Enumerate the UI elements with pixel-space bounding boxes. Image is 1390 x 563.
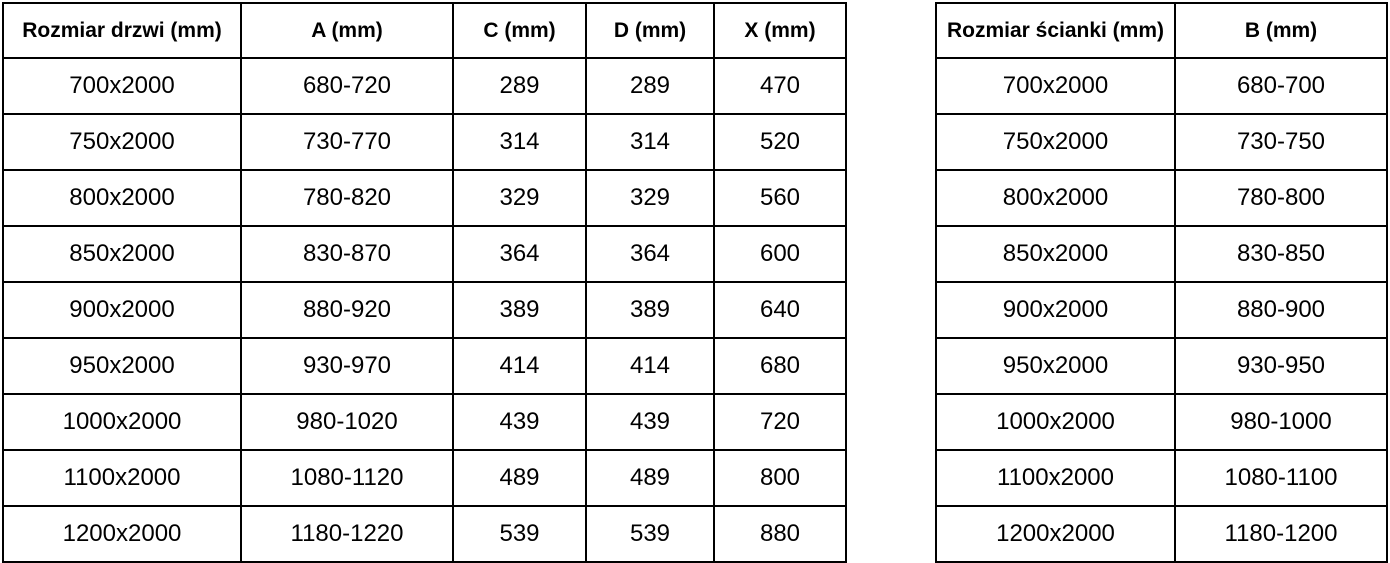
cell-d: 489 [585,449,715,507]
table-row: 900x2000 880-920 389 389 640 [2,281,847,339]
column-header-door-size: Rozmiar drzwi (mm) [2,2,242,59]
cell-door-size: 1000x2000 [2,393,242,451]
cell-c: 289 [452,57,587,115]
door-table-header: Rozmiar drzwi (mm) A (mm) C (mm) D (mm) … [2,2,847,59]
cell-door-size: 950x2000 [2,337,242,395]
cell-door-size: 1200x2000 [2,505,242,563]
cell-b: 1180-1200 [1174,505,1388,563]
cell-wall-size: 800x2000 [935,169,1176,227]
table-row: 900x2000 880-900 [935,281,1388,339]
cell-x: 800 [713,449,847,507]
table-row: 1100x2000 1080-1100 [935,449,1388,507]
wall-size-specification-table: Rozmiar ścianki (mm) B (mm) 700x2000 680… [935,2,1388,563]
cell-b: 930-950 [1174,337,1388,395]
door-table-body: 700x2000 680-720 289 289 470 750x2000 73… [2,57,847,563]
column-header-c: C (mm) [452,2,587,59]
column-header-a: A (mm) [240,2,454,59]
table-row: 1100x2000 1080-1120 489 489 800 [2,449,847,507]
cell-d: 289 [585,57,715,115]
cell-wall-size: 1000x2000 [935,393,1176,451]
table-row: 950x2000 930-970 414 414 680 [2,337,847,395]
cell-x: 880 [713,505,847,563]
cell-wall-size: 700x2000 [935,57,1176,115]
cell-a: 980-1020 [240,393,454,451]
cell-x: 470 [713,57,847,115]
cell-wall-size: 900x2000 [935,281,1176,339]
table-header-row: Rozmiar ścianki (mm) B (mm) [935,2,1388,59]
cell-a: 680-720 [240,57,454,115]
cell-wall-size: 950x2000 [935,337,1176,395]
table-row: 1200x2000 1180-1200 [935,505,1388,563]
cell-a: 730-770 [240,113,454,171]
cell-door-size: 750x2000 [2,113,242,171]
table-row: 1000x2000 980-1000 [935,393,1388,451]
cell-x: 640 [713,281,847,339]
table-row: 700x2000 680-700 [935,57,1388,115]
cell-b: 780-800 [1174,169,1388,227]
cell-a: 880-920 [240,281,454,339]
wall-table-header: Rozmiar ścianki (mm) B (mm) [935,2,1388,59]
cell-b: 730-750 [1174,113,1388,171]
table-row: 1000x2000 980-1020 439 439 720 [2,393,847,451]
cell-d: 329 [585,169,715,227]
cell-door-size: 1100x2000 [2,449,242,507]
cell-door-size: 900x2000 [2,281,242,339]
table-row: 1200x2000 1180-1220 539 539 880 [2,505,847,563]
cell-wall-size: 1100x2000 [935,449,1176,507]
cell-d: 389 [585,281,715,339]
table-row: 950x2000 930-950 [935,337,1388,395]
cell-b: 1080-1100 [1174,449,1388,507]
cell-b: 680-700 [1174,57,1388,115]
cell-x: 680 [713,337,847,395]
cell-b: 830-850 [1174,225,1388,283]
cell-wall-size: 850x2000 [935,225,1176,283]
cell-a: 930-970 [240,337,454,395]
cell-c: 389 [452,281,587,339]
wall-table-body: 700x2000 680-700 750x2000 730-750 800x20… [935,57,1388,563]
cell-b: 880-900 [1174,281,1388,339]
table-row: 800x2000 780-820 329 329 560 [2,169,847,227]
door-size-specification-table: Rozmiar drzwi (mm) A (mm) C (mm) D (mm) … [2,2,847,563]
table-header-row: Rozmiar drzwi (mm) A (mm) C (mm) D (mm) … [2,2,847,59]
cell-c: 329 [452,169,587,227]
cell-x: 520 [713,113,847,171]
table-row: 700x2000 680-720 289 289 470 [2,57,847,115]
column-header-x: X (mm) [713,2,847,59]
cell-c: 314 [452,113,587,171]
column-header-d: D (mm) [585,2,715,59]
cell-door-size: 850x2000 [2,225,242,283]
table-row: 800x2000 780-800 [935,169,1388,227]
cell-c: 489 [452,449,587,507]
table-row: 850x2000 830-850 [935,225,1388,283]
column-header-wall-size: Rozmiar ścianki (mm) [935,2,1176,59]
cell-a: 780-820 [240,169,454,227]
cell-d: 439 [585,393,715,451]
table-row: 750x2000 730-750 [935,113,1388,171]
table-row: 750x2000 730-770 314 314 520 [2,113,847,171]
cell-c: 364 [452,225,587,283]
cell-door-size: 800x2000 [2,169,242,227]
cell-d: 414 [585,337,715,395]
cell-door-size: 700x2000 [2,57,242,115]
cell-x: 560 [713,169,847,227]
cell-wall-size: 750x2000 [935,113,1176,171]
cell-c: 539 [452,505,587,563]
table-row: 850x2000 830-870 364 364 600 [2,225,847,283]
cell-c: 414 [452,337,587,395]
cell-d: 364 [585,225,715,283]
column-header-b: B (mm) [1174,2,1388,59]
cell-x: 720 [713,393,847,451]
cell-a: 1080-1120 [240,449,454,507]
cell-b: 980-1000 [1174,393,1388,451]
cell-c: 439 [452,393,587,451]
cell-d: 314 [585,113,715,171]
cell-wall-size: 1200x2000 [935,505,1176,563]
cell-a: 1180-1220 [240,505,454,563]
cell-x: 600 [713,225,847,283]
cell-a: 830-870 [240,225,454,283]
cell-d: 539 [585,505,715,563]
